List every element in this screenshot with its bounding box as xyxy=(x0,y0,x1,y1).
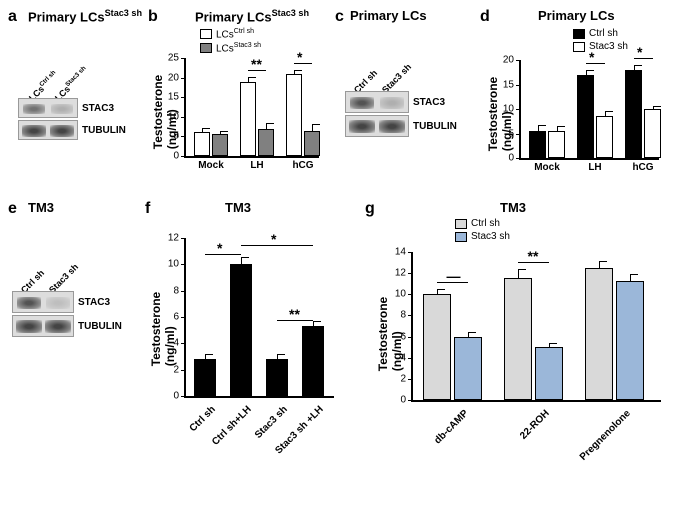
blot-e-row2: TUBULIN xyxy=(78,321,122,332)
blot-e-row1: STAC3 xyxy=(78,297,110,308)
panel-f-title: TM3 xyxy=(225,200,251,215)
bar xyxy=(535,347,563,400)
chart-f: Testosterone(ng/ml) 024681012Ctrl shCtrl… xyxy=(148,220,348,470)
blot-a-row1: STAC3 xyxy=(82,103,114,114)
panel-b-title: Primary LCsStac3 sh xyxy=(195,8,309,24)
blot-a-row2: TUBULIN xyxy=(82,125,126,136)
bar xyxy=(596,116,613,158)
x-label: 22-ROH xyxy=(494,408,551,465)
panel-e-title: TM3 xyxy=(28,200,54,215)
x-label: Mock xyxy=(522,162,572,173)
blot-c-lane2: Stac3 sh xyxy=(380,62,413,95)
bar xyxy=(194,132,210,156)
bar xyxy=(585,268,613,400)
panel-c-label: c xyxy=(335,8,344,26)
bar xyxy=(529,131,546,158)
bar xyxy=(454,337,482,400)
panel-d-title: Primary LCs xyxy=(538,8,615,23)
chart-b-legend: LCsCtrl sh LCsStac3 sh xyxy=(200,28,261,57)
bar xyxy=(577,75,594,158)
x-label: LH xyxy=(570,162,620,173)
bar xyxy=(258,129,274,156)
panel-b-label: b xyxy=(148,8,158,26)
bar xyxy=(194,359,216,396)
chart-b: Testosterone(ng/ml) 0510152025MockLHhCG*… xyxy=(150,28,330,178)
chart-d-legend: Ctrl sh Stac3 sh xyxy=(573,28,628,54)
x-label: hCG xyxy=(278,160,328,171)
bar xyxy=(230,264,252,396)
bar xyxy=(304,131,320,156)
panel-e-label: e xyxy=(8,200,17,218)
bar xyxy=(286,74,302,156)
chart-g-legend: Ctrl sh Stac3 sh xyxy=(455,218,510,244)
bar xyxy=(240,82,256,156)
bar xyxy=(504,278,532,400)
bar xyxy=(302,326,324,396)
x-label: LH xyxy=(232,160,282,171)
blot-e-lane2: Stac3 sh xyxy=(47,262,80,295)
bar xyxy=(616,281,644,400)
panel-a-title: Primary LCsStac3 sh xyxy=(28,8,142,24)
panel-a-label: a xyxy=(8,8,17,26)
bar xyxy=(625,70,642,158)
x-label: Mock xyxy=(186,160,236,171)
x-label: Pregnenolone xyxy=(575,408,632,465)
panel-g-label: g xyxy=(365,200,375,218)
bar xyxy=(212,134,228,156)
blot-c-row1: STAC3 xyxy=(413,97,445,108)
x-label: db-cAMP xyxy=(413,408,470,465)
panel-f-label: f xyxy=(145,200,150,218)
bar xyxy=(548,131,565,158)
blot-c-row2: TUBULIN xyxy=(413,121,457,132)
chart-d: Testosterone(ng/ml) 05101520MockLHhCG** … xyxy=(485,28,675,178)
bar xyxy=(423,294,451,400)
bar xyxy=(266,359,288,396)
panel-d-label: d xyxy=(480,8,490,26)
panel-g-title: TM3 xyxy=(500,200,526,215)
x-label: hCG xyxy=(618,162,668,173)
bar xyxy=(644,109,661,158)
panel-c-title: Primary LCs xyxy=(350,8,427,23)
chart-g: Testosterone(ng/ml) 02468101214db-cAMP22… xyxy=(375,220,675,470)
chart-f-ylabel: Testosterone(ng/ml) xyxy=(149,292,177,366)
